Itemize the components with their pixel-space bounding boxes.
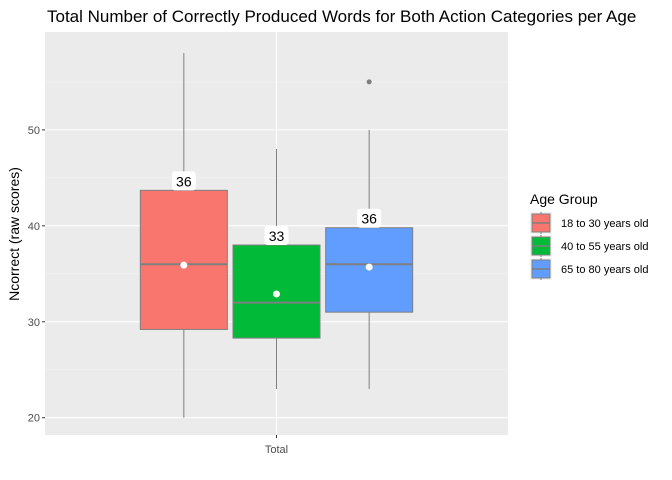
y-tick-label: 40	[28, 221, 40, 233]
y-tick-label: 50	[28, 125, 40, 137]
legend-label: 18 to 30 years old	[561, 218, 648, 230]
legend-label: 40 to 55 years old	[561, 241, 648, 253]
mean-label-background	[171, 171, 196, 191]
mean-label-background	[357, 208, 382, 228]
x-tick-label: Total	[265, 444, 288, 456]
box-2: 33	[232, 149, 321, 389]
legend-item-2: 40 to 55 years old	[530, 235, 648, 257]
mean-label: 36	[361, 211, 377, 227]
mean-point	[273, 290, 280, 298]
y-tick-label: 30	[28, 317, 40, 329]
mean-label-background	[264, 226, 289, 246]
outlier-point	[366, 79, 372, 85]
legend-item-1: 18 to 30 years old	[530, 212, 648, 234]
legend-title: Age Group	[530, 191, 598, 207]
box-1: 36	[139, 53, 228, 418]
y-tick-label: 20	[28, 413, 40, 425]
iqr-box	[139, 189, 228, 330]
box-3: 36	[325, 79, 414, 389]
mean-point	[180, 261, 188, 269]
iqr-box	[232, 244, 321, 339]
legend: Age Group 18 to 30 years old 40 to 55 yea…	[530, 191, 648, 280]
chart-title: Total Number of Correctly Produced Words…	[47, 7, 636, 26]
mean-label: 33	[269, 228, 285, 244]
mean-label: 36	[176, 173, 192, 189]
mean-point	[365, 263, 373, 271]
legend-label: 65 to 80 years old	[561, 264, 648, 276]
x-axis: Total	[265, 435, 288, 456]
y-axis-label: Ncorrect (raw scores)	[6, 167, 22, 301]
legend-item-3: 65 to 80 years old	[530, 258, 648, 280]
y-axis: 20 30 40 50	[28, 125, 45, 425]
boxes: 36 33 36	[139, 53, 414, 418]
